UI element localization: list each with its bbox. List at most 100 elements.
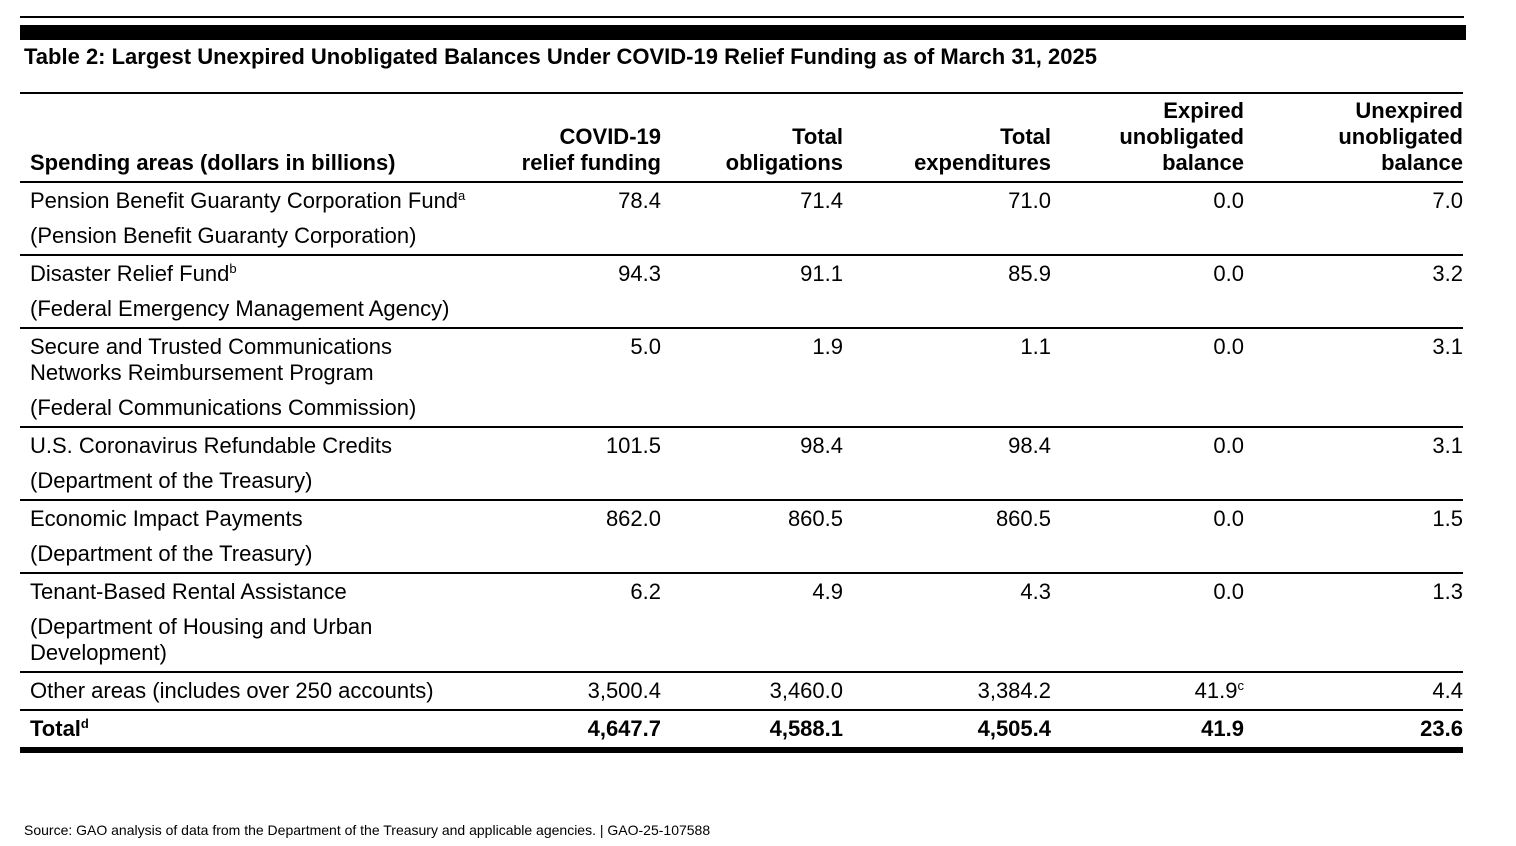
spending-area-cell: Pension Benefit Guaranty Corporation Fun…: [20, 182, 474, 256]
agency-name: (Department of Housing and Urban Develop…: [30, 614, 373, 665]
area-name-text: Other areas (includes over 250 accounts): [30, 678, 434, 703]
total-row: Totald 4,647.7 4,588.1 4,505.4 41.9 23.6: [20, 710, 1463, 753]
table-row: Economic Impact Payments (Department of …: [20, 500, 1463, 574]
header-relief-funding: COVID-19 relief funding: [474, 92, 661, 183]
relief-funding-value: 101.5: [474, 427, 661, 501]
header-line: balance: [1162, 150, 1244, 175]
area-name-text: Economic Impact Payments: [30, 506, 303, 531]
unexpired-balance-value: 3.1: [1244, 328, 1463, 428]
total-label-cell: Totald: [20, 710, 474, 753]
header-obligations: Total obligations: [661, 92, 843, 183]
total-expenditures: 4,505.4: [843, 710, 1051, 753]
header-line: Expired: [1163, 98, 1244, 123]
spending-area-cell: Disaster Relief Fundb (Federal Emergency…: [20, 255, 474, 329]
spending-area-cell: Secure and Trusted Communications Networ…: [20, 328, 474, 428]
expenditures-value: 98.4: [843, 427, 1051, 501]
obligations-value: 4.9: [661, 573, 843, 673]
expired-balance-value: 0.0: [1051, 573, 1244, 673]
header-line: Total: [1000, 124, 1051, 149]
expenditures-value: 1.1: [843, 328, 1051, 428]
expenditures-value: 71.0: [843, 182, 1051, 256]
total-obligations: 4,588.1: [661, 710, 843, 753]
agency-name: (Pension Benefit Guaranty Corporation): [30, 223, 417, 248]
spending-area-name: Other areas (includes over 250 accounts): [30, 678, 474, 704]
spending-area-name: Secure and Trusted Communications Networ…: [30, 334, 474, 386]
unexpired-balance-value: 1.3: [1244, 573, 1463, 673]
agency-name: (Department of the Treasury): [30, 468, 313, 493]
spending-area-cell: Economic Impact Payments (Department of …: [20, 500, 474, 574]
unexpired-balance-value: 1.5: [1244, 500, 1463, 574]
source-note: Source: GAO analysis of data from the De…: [24, 822, 711, 838]
total-label: Total: [30, 716, 81, 741]
spending-area-name: Tenant-Based Rental Assistance: [30, 579, 474, 605]
obligations-value: 98.4: [661, 427, 843, 501]
expired-balance-number: 41.9: [1194, 678, 1238, 703]
unexpired-balance-value: 3.2: [1244, 255, 1463, 329]
footnote-marker: a: [458, 188, 466, 203]
relief-funding-value: 862.0: [474, 500, 661, 574]
area-name-text: U.S. Coronavirus Refundable Credits: [30, 433, 392, 458]
area-name-text: Disaster Relief Fund: [30, 261, 230, 286]
footnote-marker: c: [1237, 678, 1245, 693]
area-name-text: Secure and Trusted Communications Networ…: [30, 334, 392, 385]
agency-name: (Department of the Treasury): [30, 541, 313, 566]
obligations-value: 91.1: [661, 255, 843, 329]
expired-balance-value: 41.9c: [1051, 672, 1245, 711]
area-name-text: Tenant-Based Rental Assistance: [30, 579, 347, 604]
header-line: unobligated: [1119, 124, 1244, 149]
top-rule: [20, 16, 1464, 18]
header-unexpired-balance: Unexpired unobligated balance: [1244, 92, 1463, 183]
expired-balance-value: 0.0: [1051, 255, 1244, 329]
header-line: Unexpired: [1355, 98, 1463, 123]
table-row: Tenant-Based Rental Assistance (Departme…: [20, 573, 1463, 673]
expired-balance-value: 0.0: [1051, 427, 1244, 501]
expired-balance-value: 0.0: [1051, 182, 1244, 256]
relief-funding-value: 5.0: [474, 328, 661, 428]
spending-area-cell: U.S. Coronavirus Refundable Credits (Dep…: [20, 427, 474, 501]
footnote-marker: b: [229, 261, 237, 276]
obligations-value: 3,460.0: [661, 672, 843, 711]
header-line: Total: [792, 124, 843, 149]
table-row: Disaster Relief Fundb (Federal Emergency…: [20, 255, 1463, 329]
table-row: Pension Benefit Guaranty Corporation Fun…: [20, 182, 1463, 256]
table-row: Secure and Trusted Communications Networ…: [20, 328, 1463, 428]
relief-funding-value: 6.2: [474, 573, 661, 673]
expired-balance-value: 0.0: [1051, 500, 1244, 574]
header-line: expenditures: [914, 150, 1051, 175]
header-spending-areas: Spending areas (dollars in billions): [20, 92, 474, 183]
expenditures-value: 85.9: [843, 255, 1051, 329]
unexpired-balance-value: 7.0: [1244, 182, 1463, 256]
total-unexpired-balance: 23.6: [1244, 710, 1463, 753]
obligations-value: 1.9: [661, 328, 843, 428]
footnote-marker: d: [80, 716, 89, 731]
header-row: Spending areas (dollars in billions) COV…: [20, 92, 1463, 183]
title-bar-rule: [20, 25, 1466, 40]
funding-table: Spending areas (dollars in billions) COV…: [20, 92, 1463, 753]
header-expenditures: Total expenditures: [843, 92, 1051, 183]
header-line: balance: [1381, 150, 1463, 175]
spending-area-name: Economic Impact Payments: [30, 506, 474, 532]
relief-funding-value: 78.4: [474, 182, 661, 256]
expenditures-value: 3,384.2: [843, 672, 1051, 711]
spending-area-name: U.S. Coronavirus Refundable Credits: [30, 433, 474, 459]
spending-area-name: Disaster Relief Fundb: [30, 261, 474, 287]
area-name-text: Pension Benefit Guaranty Corporation Fun…: [30, 188, 459, 213]
total-relief-funding: 4,647.7: [474, 710, 661, 753]
total-expired-balance: 41.9: [1051, 710, 1244, 753]
spending-area-cell: Other areas (includes over 250 accounts): [20, 672, 474, 711]
unexpired-balance-value: 4.4: [1244, 672, 1463, 711]
expired-balance-value: 0.0: [1051, 328, 1244, 428]
obligations-value: 71.4: [661, 182, 843, 256]
agency-name: (Federal Communications Commission): [30, 395, 417, 420]
relief-funding-value: 3,500.4: [474, 672, 661, 711]
header-expired-balance: Expired unobligated balance: [1051, 92, 1244, 183]
header-line: relief funding: [521, 150, 661, 175]
relief-funding-value: 94.3: [474, 255, 661, 329]
table-title: Table 2: Largest Unexpired Unobligated B…: [24, 44, 1097, 69]
expenditures-value: 4.3: [843, 573, 1051, 673]
obligations-value: 860.5: [661, 500, 843, 574]
agency-name: (Federal Emergency Management Agency): [30, 296, 450, 321]
spending-area-name: Pension Benefit Guaranty Corporation Fun…: [30, 188, 474, 214]
unexpired-balance-value: 3.1: [1244, 427, 1463, 501]
table-row: U.S. Coronavirus Refundable Credits (Dep…: [20, 427, 1463, 501]
